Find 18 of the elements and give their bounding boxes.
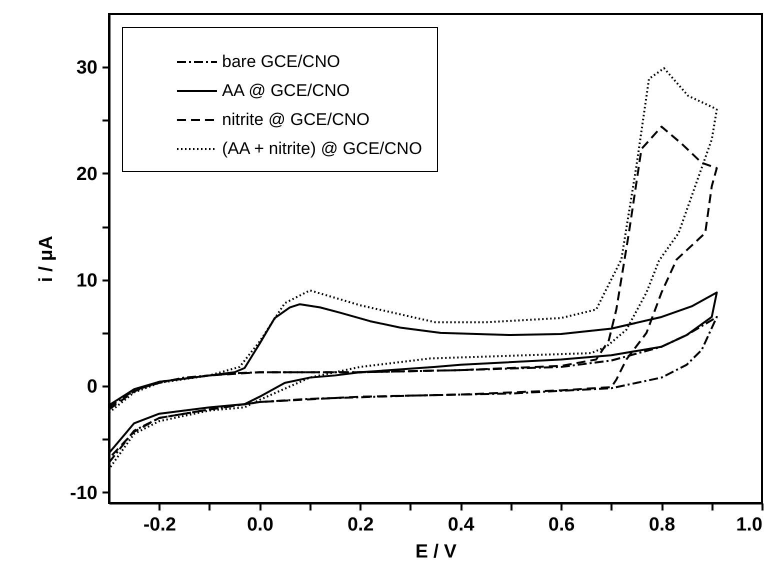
legend-label: nitrite @ GCE/CNO <box>222 110 370 129</box>
x-tick-label: -0.2 <box>143 514 176 536</box>
x-tick-label: 0.6 <box>548 514 575 536</box>
y-tick-label: 30 <box>76 58 98 79</box>
x-tick-label: 0.0 <box>246 514 274 536</box>
legend-label: AA @ GCE/CNO <box>222 81 350 100</box>
x-tick-label: 0.2 <box>347 514 374 536</box>
y-axis-title: i / μA <box>36 235 58 282</box>
x-tick-label: 1.0 <box>736 514 762 536</box>
legend-label: (AA + nitrite) @ GCE/CNO <box>222 139 422 158</box>
y-tick-label: 10 <box>76 270 98 292</box>
legend-label: bare GCE/CNO <box>222 52 340 71</box>
x-tick-label: 0.8 <box>648 514 676 536</box>
x-tick-label: 0.4 <box>448 514 475 536</box>
x-axis-title: E / V <box>415 542 457 562</box>
y-tick-label: 20 <box>76 164 98 185</box>
y-tick-label: -10 <box>70 482 98 504</box>
y-tick-label: 0 <box>86 376 98 398</box>
